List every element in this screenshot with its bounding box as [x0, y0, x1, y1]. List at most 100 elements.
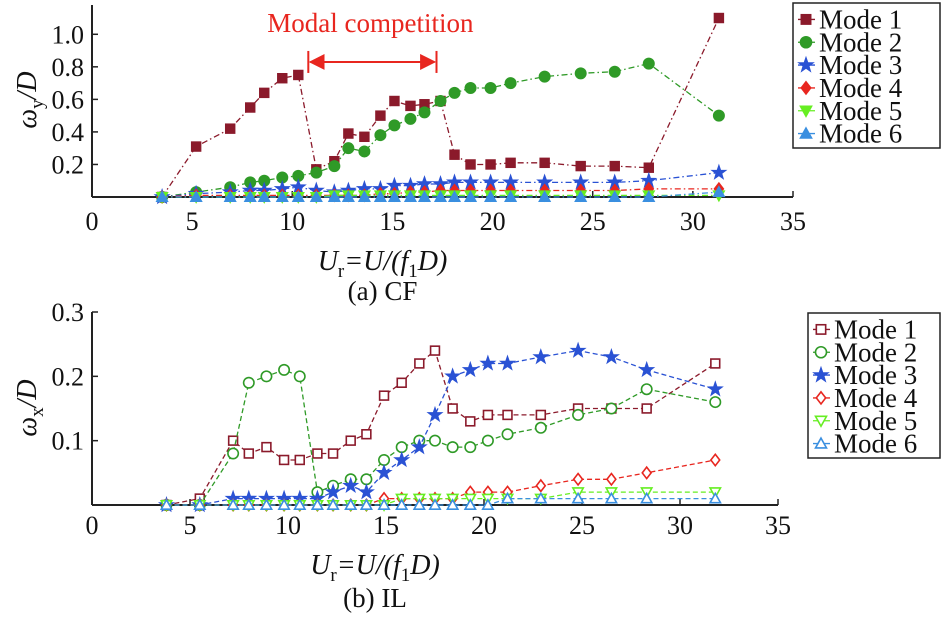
x-tick-label: 20: [471, 511, 497, 540]
legend-marker: [800, 80, 812, 96]
data-point: [535, 409, 547, 421]
data-point: [245, 102, 256, 113]
x-tick-label: 25: [580, 207, 606, 236]
y-axis-label-part: ω: [12, 109, 43, 129]
x-axis-label-sub: 1: [401, 565, 411, 586]
data-point: [538, 190, 552, 202]
data-point: [327, 190, 341, 202]
series-mode-3: [153, 163, 728, 205]
data-point: [447, 190, 462, 202]
data-point: [640, 383, 653, 396]
x-axis-label: Ur=U/(f1D): [318, 246, 448, 282]
data-point: [426, 405, 444, 423]
data-point: [404, 112, 417, 125]
x-axis-label-part: =U/(f: [344, 246, 411, 277]
x-tick-label: 35: [780, 207, 806, 236]
data-point: [446, 498, 460, 510]
data-point: [412, 498, 426, 510]
legend-label: Mode 2: [819, 27, 902, 57]
x-axis-label-sub: r: [338, 261, 345, 282]
data-point: [572, 408, 585, 421]
data-point: [261, 441, 272, 453]
data-point: [291, 190, 305, 202]
legend-item: Mode 4: [798, 73, 903, 103]
data-point: [539, 157, 550, 169]
y-tick-label: 0.8: [52, 53, 85, 82]
data-point: [193, 498, 207, 510]
x-axis-label-part: U: [310, 550, 332, 581]
panel-caption: (a) CF: [348, 276, 418, 306]
data-point: [342, 142, 355, 155]
data-point: [535, 478, 547, 493]
data-point: [479, 354, 497, 371]
data-point: [463, 498, 477, 510]
data-point: [293, 370, 306, 383]
series-mode-1: [156, 12, 725, 203]
data-point: [159, 498, 174, 510]
legend-item: Mode 1: [813, 314, 917, 344]
x-axis-label-part: D): [409, 550, 440, 581]
x-tick-label: 30: [680, 207, 706, 236]
data-point: [414, 358, 425, 369]
data-point: [293, 69, 304, 81]
legend-label: Mode 5: [834, 406, 917, 436]
x-tick-label: 15: [379, 207, 405, 236]
legend-item: Mode 5: [798, 96, 902, 126]
data-point: [709, 396, 722, 409]
data-point: [190, 141, 202, 152]
data-point: [709, 452, 721, 467]
legend-marker: [814, 436, 828, 449]
data-point: [534, 491, 548, 504]
data-point: [482, 409, 494, 421]
data-point: [712, 109, 725, 122]
data-point: [484, 190, 498, 202]
x-axis-label-part: D): [417, 246, 448, 277]
data-point: [532, 348, 550, 365]
data-point: [429, 345, 441, 356]
data-point: [433, 190, 448, 202]
data-point: [357, 483, 375, 500]
data-point: [708, 491, 722, 504]
data-point: [574, 67, 587, 80]
y-tick-label: 0.2: [52, 362, 85, 391]
data-point: [393, 451, 411, 468]
x-tick-label: 5: [186, 207, 199, 236]
legend-marker: [815, 390, 827, 406]
data-point: [341, 190, 355, 202]
data-point: [569, 341, 587, 358]
y-axis-label-part: ω: [12, 417, 43, 437]
panel-cf: 0 5 10 15 20 25 30 35 0.2 0.4 0.6 0.8 1.0 Modal compe…: [12, 2, 941, 306]
data-point: [485, 159, 496, 170]
y-axis-label-part: /D: [12, 71, 43, 101]
data-point: [481, 434, 494, 447]
data-point: [643, 162, 655, 173]
legend-marker: [815, 323, 827, 335]
data-point: [484, 81, 497, 94]
data-point: [417, 190, 432, 202]
x-axis-label-sub: 1: [408, 261, 418, 282]
y-axis-label: ωx/D: [12, 379, 48, 436]
legend-item: Mode 6: [813, 429, 917, 459]
data-point: [226, 498, 240, 510]
data-point: [609, 160, 620, 172]
data-point: [396, 377, 407, 388]
x-tick-label: 10: [275, 511, 301, 540]
legend-marker: [814, 415, 828, 428]
data-point: [640, 491, 654, 504]
data-point: [344, 498, 358, 510]
data-point: [155, 190, 169, 202]
legend-item: Mode 5: [813, 406, 917, 436]
data-point: [243, 448, 255, 459]
legend-item: Mode 2: [813, 337, 917, 367]
legend-label: Mode 6: [834, 429, 917, 459]
data-point: [638, 360, 656, 378]
data-point: [259, 87, 270, 99]
data-point: [375, 110, 386, 121]
data-point: [257, 190, 271, 202]
legend-marker: [797, 55, 815, 73]
legend-label: Mode 3: [834, 360, 917, 390]
data-point: [641, 465, 653, 480]
data-point: [359, 131, 370, 143]
data-point: [378, 453, 391, 466]
